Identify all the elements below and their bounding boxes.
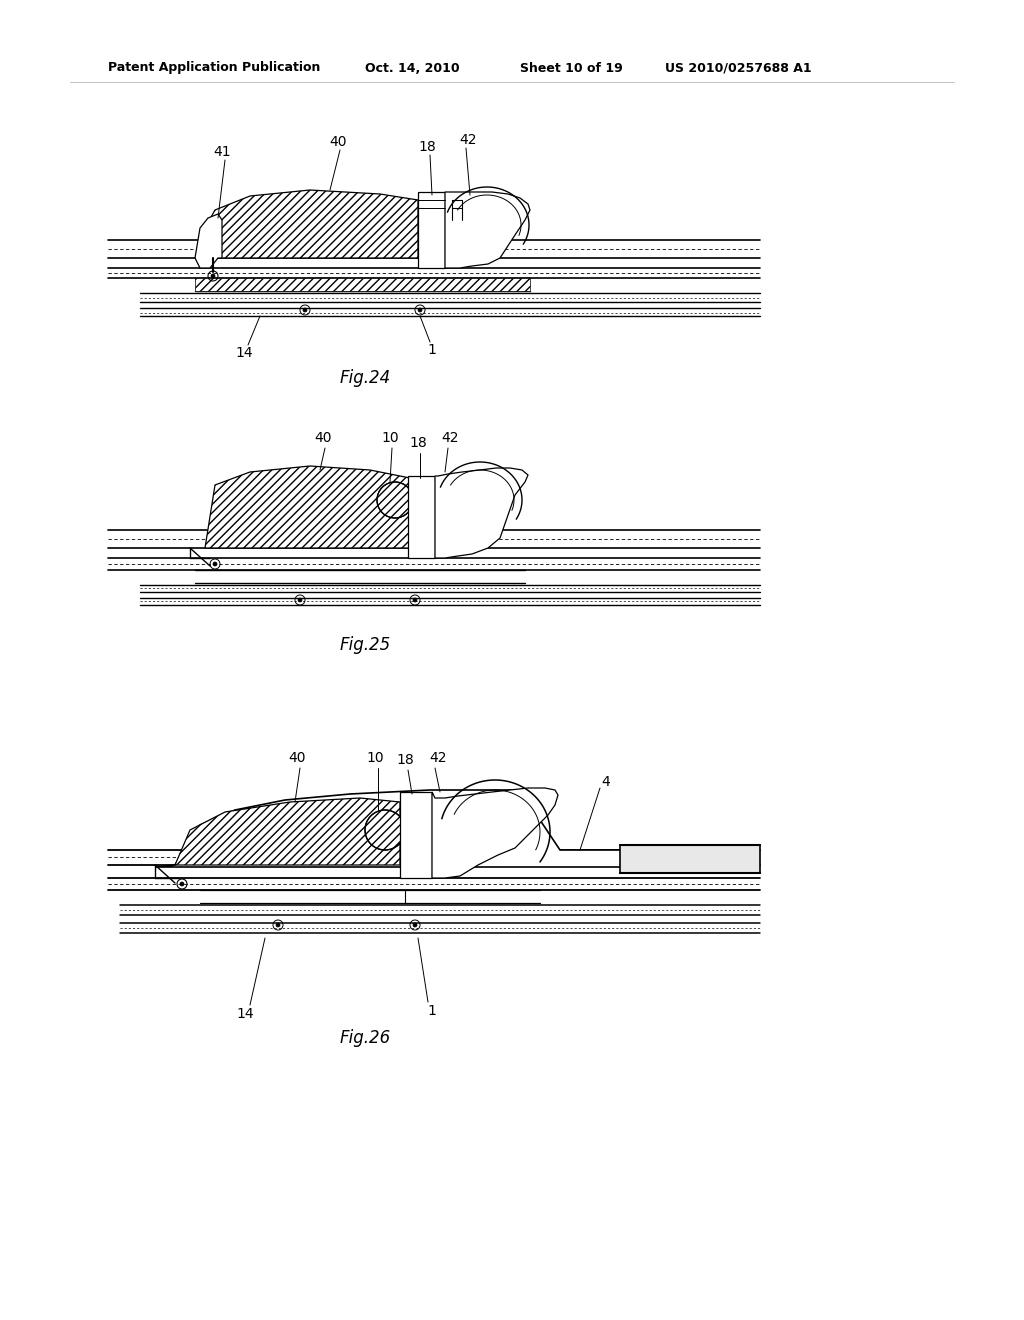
Circle shape [418, 308, 422, 312]
Circle shape [213, 562, 217, 566]
Polygon shape [195, 279, 530, 290]
Text: 4: 4 [602, 775, 610, 789]
Text: Fig.26: Fig.26 [339, 1030, 390, 1047]
Text: 18: 18 [418, 140, 436, 154]
Bar [418, 191, 445, 268]
Circle shape [365, 810, 406, 850]
Text: 14: 14 [236, 346, 253, 360]
Circle shape [298, 598, 302, 602]
Circle shape [276, 923, 280, 927]
Text: 18: 18 [396, 752, 414, 767]
Bar [400, 792, 432, 878]
Circle shape [413, 923, 417, 927]
Polygon shape [205, 466, 410, 548]
Text: 41: 41 [213, 145, 230, 158]
Polygon shape [155, 789, 660, 867]
Text: Sheet 10 of 19: Sheet 10 of 19 [520, 62, 623, 74]
Text: Fig.24: Fig.24 [339, 370, 390, 387]
Polygon shape [175, 799, 400, 865]
Text: Fig.25: Fig.25 [339, 636, 390, 653]
Text: 42: 42 [459, 133, 477, 147]
Text: 40: 40 [314, 432, 332, 445]
Text: 10: 10 [381, 432, 398, 445]
Circle shape [413, 598, 417, 602]
Text: 40: 40 [288, 751, 306, 766]
Bar [620, 845, 760, 873]
Bar [408, 477, 435, 558]
Circle shape [377, 482, 413, 517]
Text: 40: 40 [330, 135, 347, 149]
Circle shape [180, 882, 184, 886]
Polygon shape [195, 214, 222, 268]
Polygon shape [432, 788, 558, 878]
Polygon shape [200, 190, 418, 257]
Polygon shape [445, 191, 530, 268]
Text: 1: 1 [428, 343, 436, 356]
Text: 10: 10 [367, 751, 384, 766]
Text: Oct. 14, 2010: Oct. 14, 2010 [365, 62, 460, 74]
Text: 1: 1 [428, 1005, 436, 1018]
Text: 14: 14 [237, 1007, 254, 1020]
Text: Patent Application Publication: Patent Application Publication [108, 62, 321, 74]
Circle shape [303, 308, 307, 312]
Circle shape [211, 275, 215, 279]
Polygon shape [435, 469, 528, 558]
Text: US 2010/0257688 A1: US 2010/0257688 A1 [665, 62, 812, 74]
Text: 42: 42 [441, 432, 459, 445]
Text: 42: 42 [429, 751, 446, 766]
Text: 18: 18 [410, 436, 427, 450]
